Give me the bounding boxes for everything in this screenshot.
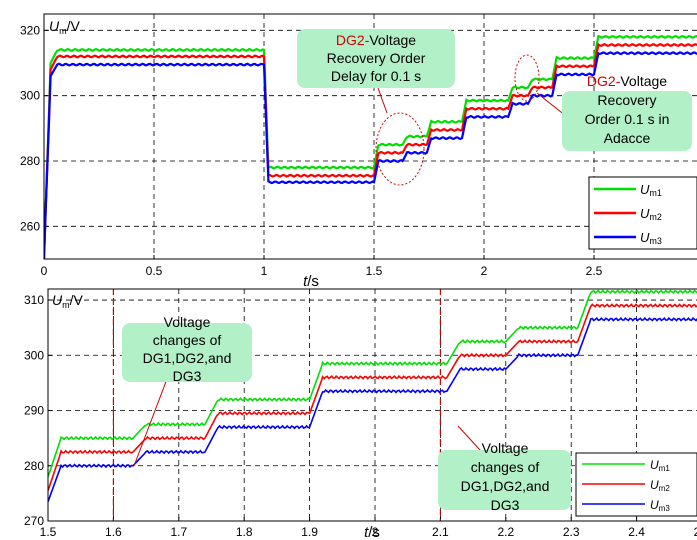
top-callout-1-box [297, 29, 455, 88]
bottom-series-m3 [48, 317, 697, 502]
top-callout-2: DG2-Voltage Recovery Order 0.1 s in Adac… [562, 73, 692, 151]
bottom-callout-2-line-4: DG3 [491, 497, 520, 513]
bottom-tick-label-y-3: 300 [24, 348, 44, 362]
bottom-series-group [48, 289, 697, 502]
top-callout-2-line-4: Adacce [604, 130, 651, 146]
top-callout-2-line-3: Order 0.1 s in [585, 111, 670, 127]
top-ticks: 00.511.522.53260280300320 [20, 23, 603, 278]
bottom-tick-label-y-0: 270 [24, 514, 44, 528]
bottom-callout-1-box [122, 323, 252, 382]
bottom-callout-1: Voltage changes of DG1,DG2,and DG3 [122, 314, 252, 384]
bottom-callout-2-line-3: DG1,DG2,and [461, 478, 550, 494]
bottom-tick-label-y-1: 280 [24, 459, 44, 473]
top-series-group [44, 34, 697, 259]
top-callout-1-highlight: DG2- [336, 32, 370, 48]
bottom-callout-2-box [438, 450, 571, 510]
bottom-legend-entry-1: Um1 [650, 458, 670, 473]
bottom-callout-1-line-1: Voltage [164, 314, 211, 330]
top-callout-1: DG2-Voltage Recovery Order Delay for 0.1… [297, 29, 455, 88]
svg-text:DG2-Voltage: DG2-Voltage [587, 73, 667, 89]
top-legend-entry-3: Um3 [640, 230, 662, 246]
bottom-callout-2-line-2: changes of [471, 459, 540, 475]
top-callout-2-line-1: Voltage [620, 73, 667, 89]
bottom-tick-label-x-2: 1.7 [170, 525, 187, 539]
bottom-legend-entry-2: Um2 [650, 478, 670, 493]
top-callout-1-line-1: Voltage [369, 32, 416, 48]
top-tick-label-y-3: 320 [20, 23, 40, 37]
bottom-tick-label-x-9: 2.4 [628, 525, 645, 539]
bottom-callout-1-line-4: DG3 [173, 368, 202, 384]
bottom-x-axis-label: t/s [364, 524, 380, 540]
top-tick-label-x-1: 0.5 [146, 264, 163, 278]
top-series-m2 [44, 42, 697, 259]
bottom-tick-label-x-3: 1.8 [236, 525, 253, 539]
bottom-ticks: 1.5 1.6 1.7 1.8 1.9 2 2.1 2.2 2.3 2.4 2.5 270 280 290… [24, 293, 697, 539]
top-callout-2-line-2: Recovery [597, 92, 656, 108]
bottom-tick-label-x-1: 1.6 [105, 525, 122, 539]
bottom-legend: Um1 Um2 Um3 [575, 452, 697, 517]
top-callout-1-line-2: Recovery Order [327, 50, 426, 66]
top-tick-label-x-2: 1 [261, 264, 268, 278]
top-tick-label-x-5: 2.5 [586, 264, 603, 278]
top-callout-1-pointer [377, 87, 388, 114]
top-chart: 00.511.522.53260280300320 Um/V t/s DG2-V… [20, 13, 697, 290]
top-callout-2-pointer [536, 92, 567, 117]
bottom-y-axis-label: Um/V [52, 292, 84, 310]
top-highlight-ellipse-2 [514, 54, 540, 102]
top-legend-entry-2: Um2 [640, 206, 662, 222]
svg-text:DG2-Voltage: DG2-Voltage [336, 32, 416, 48]
top-legend: Um1 Um2 Um3 [588, 176, 697, 250]
bottom-callout-1-line-2: changes of [153, 332, 222, 348]
bottom-tick-label-x-0: 1.5 [40, 525, 57, 539]
bottom-chart: 1.5 1.6 1.7 1.8 1.9 2 2.1 2.2 2.3 2.4 2.5 270 280 290… [24, 288, 697, 540]
top-tick-label-y-2: 300 [20, 89, 40, 103]
bottom-callout-2-pointer [457, 425, 481, 451]
top-highlight-ellipse-1 [375, 112, 425, 186]
top-legend-entry-1: Um1 [640, 182, 662, 198]
bottom-plot-frame [47, 288, 697, 522]
bottom-tick-label-x-5: 2 [372, 525, 379, 539]
top-tick-label-x-3: 1.5 [366, 264, 383, 278]
top-callout-2-highlight: DG2- [587, 73, 621, 89]
top-tick-label-x-4: 2 [481, 264, 488, 278]
bottom-tick-label-y-2: 290 [24, 404, 44, 418]
bottom-tick-label-y-4: 310 [24, 293, 44, 307]
top-callout-2-box [562, 91, 692, 151]
top-callout-1-line-3: Delay for 0.1 s [331, 68, 421, 84]
top-tick-label-y-0: 260 [20, 219, 40, 233]
bottom-callout-2: Voltage changes of DG1,DG2,and DG3 [438, 440, 571, 513]
bottom-callout-1-line-3: DG1,DG2,and [143, 350, 232, 366]
top-tick-label-y-1: 280 [20, 154, 40, 168]
top-plot-frame [43, 13, 697, 260]
top-tick-label-x-0: 0 [41, 264, 48, 278]
bottom-series-m1 [48, 289, 697, 478]
bottom-tick-label-x-7: 2.2 [497, 525, 514, 539]
top-x-axis-label: t/s [303, 273, 319, 290]
bottom-callout-2-line-1: Voltage [482, 440, 529, 456]
top-series-m3 [44, 51, 697, 259]
bottom-tick-label-x-4: 1.9 [301, 525, 318, 539]
bottom-tick-label-x-8: 2.3 [563, 525, 580, 539]
bottom-tick-label-x-10: 2.5 [694, 525, 697, 539]
bottom-tick-label-x-6: 2.1 [432, 525, 449, 539]
top-series-m1 [44, 34, 697, 259]
bottom-legend-entry-3: Um3 [650, 498, 670, 513]
bottom-callout-1-pointer [133, 378, 168, 467]
top-y-axis-label: Um/V [49, 18, 81, 36]
bottom-series-m2 [48, 303, 697, 491]
